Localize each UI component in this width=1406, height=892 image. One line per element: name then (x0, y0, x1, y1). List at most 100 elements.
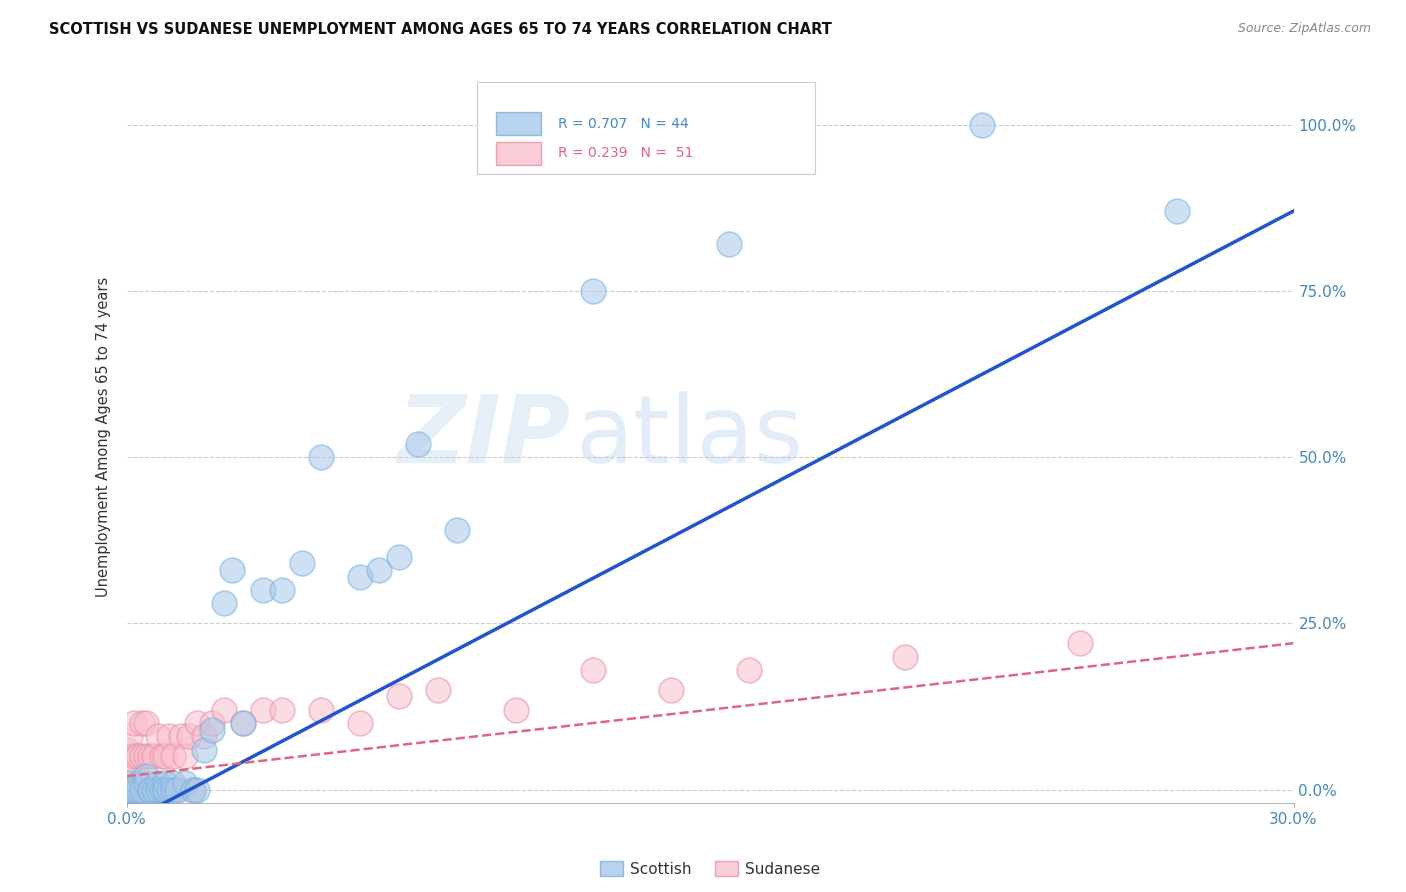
Point (174, 776, 197, 790)
Text: atlas: atlas (576, 391, 804, 483)
Point (146, 776, 169, 790)
Point (124, 782, 146, 797)
Text: R = 0.239   N =  51: R = 0.239 N = 51 (558, 146, 693, 161)
Text: R = 0.707   N = 44: R = 0.707 N = 44 (558, 117, 689, 131)
Point (155, 749, 177, 764)
Point (155, 782, 177, 797)
Point (177, 729, 200, 743)
Point (186, 782, 208, 797)
Point (972, 118, 994, 132)
Point (139, 782, 162, 797)
Point (170, 729, 193, 743)
Point (271, 703, 294, 717)
Point (124, 782, 146, 797)
Point (157, 782, 180, 797)
Point (1069, 636, 1091, 650)
Point (150, 782, 173, 797)
Point (174, 749, 197, 764)
Point (131, 716, 153, 731)
Point (162, 782, 184, 797)
Point (1166, 204, 1188, 219)
Point (131, 749, 153, 764)
Point (139, 782, 162, 797)
Point (115, 742, 138, 756)
Text: ZIP: ZIP (396, 391, 569, 483)
Point (181, 782, 204, 797)
Point (120, 776, 142, 790)
Point (252, 703, 274, 717)
Point (146, 782, 169, 797)
Point (139, 749, 162, 764)
Point (309, 450, 332, 464)
Point (193, 729, 215, 743)
Point (115, 763, 138, 777)
Point (124, 782, 146, 797)
Point (426, 682, 449, 697)
Point (201, 723, 224, 737)
Point (150, 782, 173, 797)
Point (408, 436, 430, 450)
Point (232, 716, 254, 731)
Point (139, 782, 162, 797)
Point (115, 782, 138, 797)
Point (738, 663, 761, 677)
Point (349, 570, 371, 584)
Point (582, 284, 605, 298)
Point (120, 729, 142, 743)
Point (166, 782, 188, 797)
Point (155, 776, 177, 790)
Point (146, 782, 169, 797)
Point (135, 782, 157, 797)
Point (127, 782, 149, 797)
Point (505, 703, 527, 717)
Point (135, 776, 157, 790)
Point (446, 523, 468, 537)
Point (150, 749, 173, 764)
Point (120, 782, 142, 797)
Y-axis label: Unemployment Among Ages 65 to 74 years: Unemployment Among Ages 65 to 74 years (96, 277, 111, 598)
Point (893, 649, 915, 664)
Point (120, 756, 142, 770)
Point (349, 716, 371, 731)
Point (124, 716, 146, 731)
Point (181, 782, 204, 797)
Point (127, 749, 149, 764)
Point (142, 782, 165, 797)
Point (120, 782, 142, 797)
Point (135, 769, 157, 783)
Point (135, 749, 157, 764)
Point (166, 782, 188, 797)
Point (115, 782, 138, 797)
Point (157, 729, 180, 743)
Point (155, 782, 177, 797)
Point (124, 749, 146, 764)
Point (131, 782, 153, 797)
Legend: Scottish, Sudanese: Scottish, Sudanese (593, 855, 827, 883)
Point (162, 749, 184, 764)
Point (388, 549, 411, 564)
Point (582, 663, 605, 677)
Point (162, 776, 184, 790)
Point (252, 582, 274, 597)
Point (212, 703, 235, 717)
Point (135, 716, 157, 731)
Point (131, 782, 153, 797)
Point (659, 682, 682, 697)
Point (718, 237, 741, 252)
Point (221, 563, 243, 577)
Point (186, 716, 208, 731)
Point (127, 776, 149, 790)
Point (271, 582, 294, 597)
Point (155, 782, 177, 797)
Point (232, 716, 254, 731)
Point (201, 716, 224, 731)
Point (388, 690, 411, 704)
Point (368, 563, 391, 577)
Point (142, 749, 165, 764)
Point (146, 729, 169, 743)
Point (142, 782, 165, 797)
Point (290, 557, 312, 571)
Text: SCOTTISH VS SUDANESE UNEMPLOYMENT AMONG AGES 65 TO 74 YEARS CORRELATION CHART: SCOTTISH VS SUDANESE UNEMPLOYMENT AMONG … (49, 22, 832, 37)
Point (127, 782, 149, 797)
FancyBboxPatch shape (496, 142, 541, 165)
